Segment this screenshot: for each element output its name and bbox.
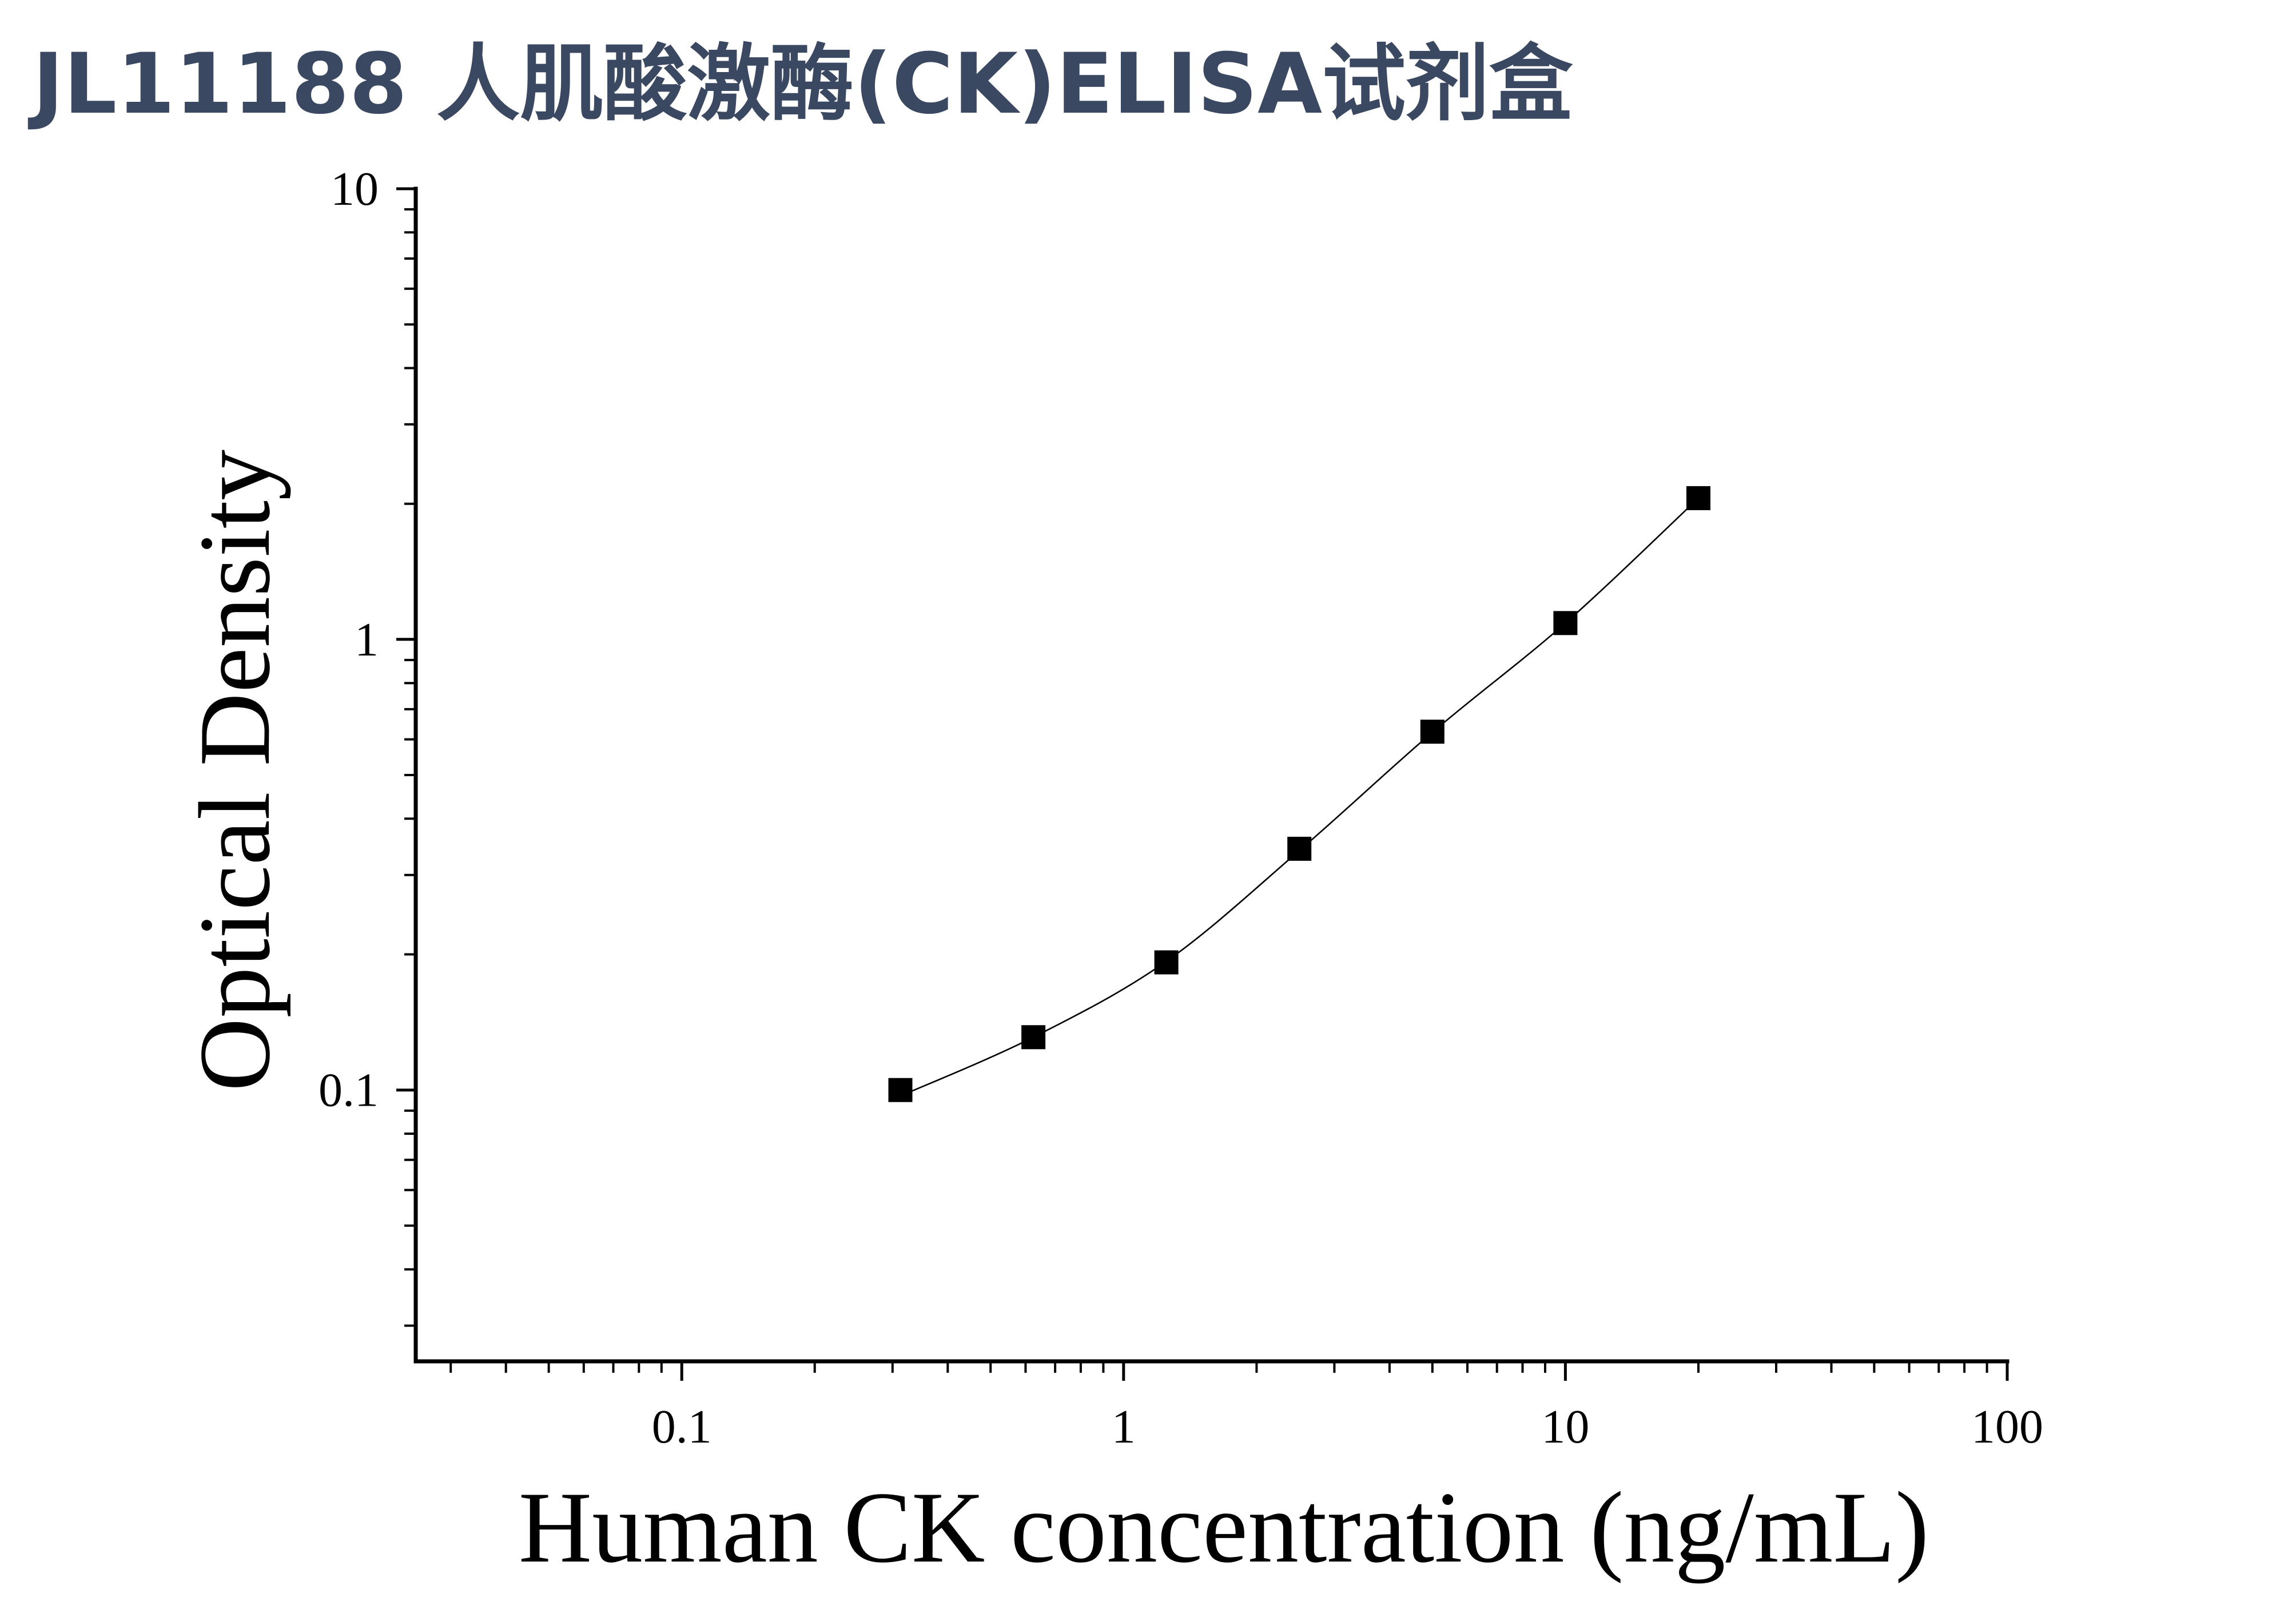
y-axis-label: Optical Density [178, 450, 291, 1091]
data-point [1686, 486, 1710, 510]
x-tick-label: 1 [1112, 1400, 1136, 1453]
y-tick-label: 10 [331, 162, 379, 216]
data-point [1154, 950, 1179, 975]
x-tick-label: 100 [1971, 1400, 2043, 1453]
data-point [1021, 1025, 1046, 1050]
x-tick-label: 0.1 [652, 1400, 712, 1453]
x-axis-label: Human CK concentration (ng/mL) [519, 1471, 1929, 1584]
minor-ticks [404, 208, 1988, 1373]
data-markers [888, 486, 1710, 1102]
fit-curve [900, 497, 1699, 1097]
major-ticks [396, 187, 2009, 1381]
data-point [888, 1078, 913, 1102]
y-tick-label: 0.1 [319, 1064, 379, 1117]
chart-title: JL11188 人肌酸激酶(CK)ELISA试剂盒 [33, 35, 1573, 133]
data-point [1420, 720, 1445, 744]
tick-labels: 0.1 1 10 100 0.1 1 10 [319, 162, 2043, 1453]
y-tick-label: 1 [355, 613, 379, 666]
x-tick-label: 10 [1541, 1400, 1589, 1453]
data-point [1287, 836, 1312, 861]
data-point [1553, 611, 1578, 635]
